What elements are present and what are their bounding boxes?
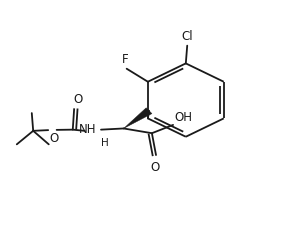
Text: OH: OH bbox=[174, 111, 193, 124]
Polygon shape bbox=[124, 108, 152, 129]
Text: F: F bbox=[122, 53, 129, 66]
Text: O: O bbox=[49, 133, 59, 145]
Text: O: O bbox=[150, 161, 159, 174]
Text: O: O bbox=[73, 93, 82, 105]
Text: H: H bbox=[101, 139, 109, 149]
Text: Cl: Cl bbox=[181, 30, 193, 43]
Text: NH: NH bbox=[79, 123, 97, 136]
